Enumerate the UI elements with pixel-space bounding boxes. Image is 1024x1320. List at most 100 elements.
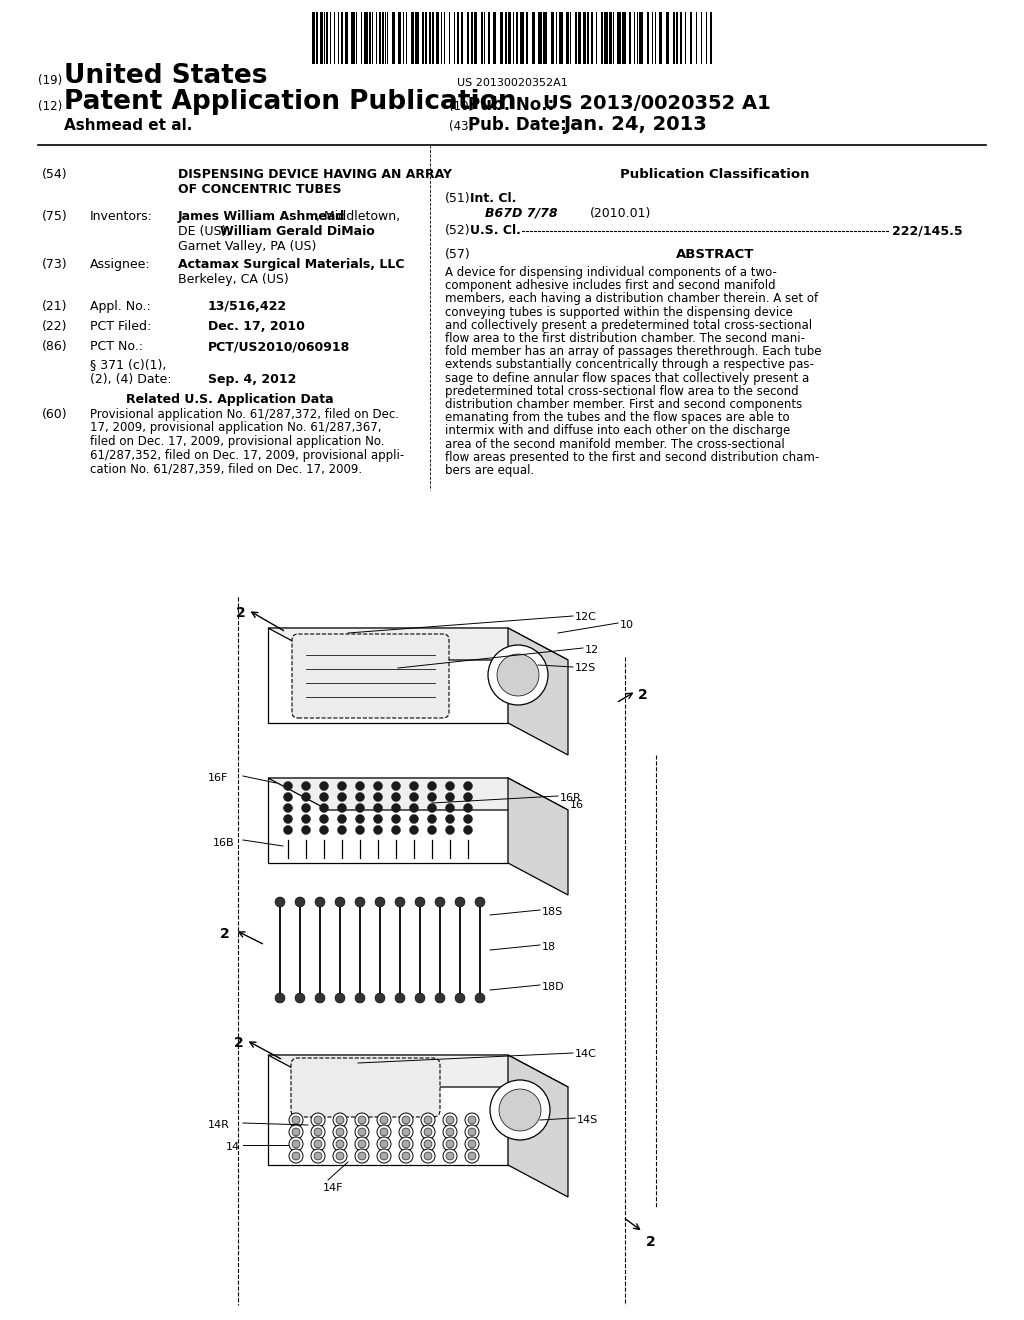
Circle shape (358, 1115, 366, 1125)
Circle shape (338, 792, 346, 801)
Bar (551, 12, 554, 63)
Circle shape (402, 1140, 410, 1148)
Circle shape (314, 1152, 322, 1160)
Text: (12): (12) (38, 100, 62, 114)
Text: distribution chamber member. First and second components: distribution chamber member. First and s… (445, 399, 802, 411)
Circle shape (319, 792, 329, 801)
Text: Related U.S. Application Data: Related U.S. Application Data (126, 393, 334, 407)
Circle shape (410, 781, 419, 791)
Bar (345, 12, 348, 63)
Bar (583, 12, 586, 63)
Polygon shape (268, 777, 508, 863)
Text: 61/287,352, filed on Dec. 17, 2009, provisional appli-: 61/287,352, filed on Dec. 17, 2009, prov… (90, 449, 404, 462)
Text: intermix with and diffuse into each other on the discharge: intermix with and diffuse into each othe… (445, 425, 791, 437)
Circle shape (377, 1113, 391, 1127)
Circle shape (443, 1137, 457, 1151)
Bar (647, 12, 649, 63)
Text: Pub. No.:: Pub. No.: (468, 96, 554, 114)
Bar (436, 12, 439, 63)
Bar (481, 12, 483, 63)
Text: (60): (60) (42, 408, 68, 421)
Circle shape (499, 1089, 541, 1131)
Circle shape (374, 804, 383, 813)
Bar (543, 12, 547, 63)
Text: 14: 14 (226, 1142, 240, 1152)
Circle shape (284, 804, 293, 813)
Bar (575, 12, 577, 63)
Circle shape (374, 825, 383, 834)
Text: members, each having a distribution chamber therein. A set of: members, each having a distribution cham… (445, 293, 818, 305)
Text: 16B: 16B (213, 838, 234, 847)
Circle shape (464, 781, 472, 791)
Text: (51): (51) (445, 191, 471, 205)
Circle shape (464, 814, 472, 824)
Polygon shape (508, 1055, 568, 1197)
Circle shape (468, 1140, 476, 1148)
Text: Berkeley, CA (US): Berkeley, CA (US) (178, 273, 289, 286)
Text: predetermined total cross-sectional flow area to the second: predetermined total cross-sectional flow… (445, 385, 799, 397)
Text: William Gerald DiMaio: William Gerald DiMaio (220, 224, 375, 238)
Text: Assignee:: Assignee: (90, 257, 151, 271)
Circle shape (465, 1148, 479, 1163)
Text: PCT No.:: PCT No.: (90, 341, 143, 352)
Bar (379, 12, 381, 63)
Circle shape (338, 825, 346, 834)
Circle shape (355, 781, 365, 791)
Circle shape (455, 898, 465, 907)
Text: (2), (4) Date:: (2), (4) Date: (90, 374, 171, 385)
Text: and collectively present a predetermined total cross-sectional: and collectively present a predetermined… (445, 319, 812, 331)
Circle shape (355, 814, 365, 824)
Circle shape (336, 1152, 344, 1160)
Circle shape (358, 1140, 366, 1148)
Circle shape (355, 1125, 369, 1139)
Text: DISPENSING DEVICE HAVING AN ARRAY: DISPENSING DEVICE HAVING AN ARRAY (178, 168, 452, 181)
Circle shape (435, 993, 445, 1003)
Text: (75): (75) (42, 210, 68, 223)
Text: 13/516,422: 13/516,422 (208, 300, 287, 313)
Circle shape (427, 814, 436, 824)
Circle shape (374, 781, 383, 791)
Circle shape (275, 898, 285, 907)
Bar (520, 12, 524, 63)
Bar (538, 12, 542, 63)
Circle shape (314, 1129, 322, 1137)
Text: bers are equal.: bers are equal. (445, 465, 535, 477)
Circle shape (443, 1148, 457, 1163)
Bar (587, 12, 589, 63)
Text: emanating from the tubes and the flow spaces are able to: emanating from the tubes and the flow sp… (445, 412, 790, 424)
Polygon shape (268, 628, 508, 723)
Circle shape (424, 1129, 432, 1137)
Circle shape (355, 898, 365, 907)
Circle shape (410, 825, 419, 834)
Bar (578, 12, 581, 63)
Text: A device for dispensing individual components of a two-: A device for dispensing individual compo… (445, 267, 777, 279)
Circle shape (335, 898, 345, 907)
Circle shape (445, 814, 455, 824)
Circle shape (301, 781, 310, 791)
Text: ,: , (346, 257, 350, 271)
Bar (319, 12, 323, 63)
Bar (690, 12, 692, 63)
Bar (461, 12, 463, 63)
Circle shape (421, 1125, 435, 1139)
Circle shape (319, 781, 329, 791)
Text: cation No. 61/287,359, filed on Dec. 17, 2009.: cation No. 61/287,359, filed on Dec. 17,… (90, 462, 362, 475)
Circle shape (377, 1137, 391, 1151)
Text: 2: 2 (646, 1236, 655, 1249)
Circle shape (333, 1137, 347, 1151)
Text: James William Ashmead: James William Ashmead (178, 210, 345, 223)
Bar (710, 12, 712, 63)
Text: 17, 2009, provisional application No. 61/287,367,: 17, 2009, provisional application No. 61… (90, 421, 382, 434)
Bar (566, 12, 569, 63)
Circle shape (338, 781, 346, 791)
Text: (10): (10) (449, 100, 473, 114)
Circle shape (445, 825, 455, 834)
Circle shape (314, 1140, 322, 1148)
Bar (382, 12, 384, 63)
Circle shape (338, 814, 346, 824)
Text: Jan. 24, 2013: Jan. 24, 2013 (563, 115, 707, 135)
Circle shape (424, 1152, 432, 1160)
Bar (457, 12, 459, 63)
Circle shape (427, 792, 436, 801)
Circle shape (380, 1129, 388, 1137)
